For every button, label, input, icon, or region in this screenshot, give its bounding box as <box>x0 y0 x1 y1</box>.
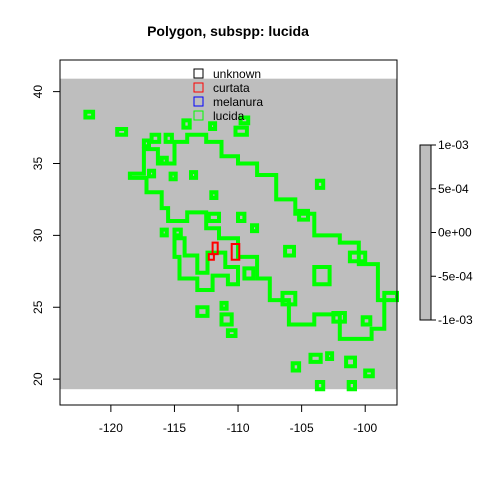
polygon-lucida <box>195 305 210 318</box>
polygon-lucida <box>314 380 326 392</box>
colorbar-tick-label: 0e+00 <box>438 226 472 240</box>
polygon-lucida <box>250 223 260 234</box>
polygon-lucida <box>225 328 238 338</box>
polygon-lucida <box>83 109 96 120</box>
polygon-lucida <box>115 127 129 137</box>
y-tick-label: 30 <box>31 228 45 242</box>
x-axis: -120 -115 -110 -105 -100 <box>99 404 378 435</box>
polygon-lucida <box>238 115 251 126</box>
polygon-lucida <box>233 125 249 137</box>
polygon-lucida <box>189 170 199 180</box>
legend-swatch <box>193 96 204 107</box>
polygon-lucida <box>283 244 296 258</box>
polygon-lucida <box>206 211 221 223</box>
legend-swatch <box>193 110 204 121</box>
polygon-lucida <box>360 315 373 327</box>
colorbar-bar <box>419 144 432 321</box>
colorbar-tick-label: 1e-03 <box>438 138 469 152</box>
polygon-lucida <box>159 227 169 238</box>
colorbar-tick-label: -5e-04 <box>438 269 473 283</box>
polygon-lucida <box>290 361 302 373</box>
y-tick-label: 20 <box>31 372 45 386</box>
y-tick-label: 25 <box>31 300 45 314</box>
polygon-lucida <box>363 368 375 379</box>
legend-label: curtata <box>213 81 250 95</box>
polygon-lucida <box>219 300 229 311</box>
polygon-lucida <box>297 208 310 222</box>
legend-swatch <box>193 82 204 93</box>
polygon-lucida <box>219 312 234 327</box>
polygon-lucida <box>172 236 240 292</box>
series-curtata <box>207 241 241 261</box>
raster-background <box>60 78 397 390</box>
colorbar-tick-label: -1e-03 <box>438 313 473 327</box>
polygon-lucida <box>325 351 335 361</box>
polygon-lucida <box>209 190 219 200</box>
polygon-lucida <box>163 132 174 144</box>
chart-title: Polygon, subspp: lucida <box>147 23 309 39</box>
polygon-lucida <box>308 352 323 364</box>
x-tick-label: -115 <box>163 421 186 435</box>
colorbar: 1e-03 5e-04 0e+00 -5e-04 -1e-03 <box>419 138 473 327</box>
polygon-curtata <box>207 253 215 261</box>
x-tick-label: -120 <box>99 421 123 435</box>
polygon-lucida <box>172 227 183 238</box>
y-axis: 20 25 30 35 40 <box>31 85 61 386</box>
polygon-lucida <box>181 118 192 130</box>
x-tick-label: -100 <box>353 421 377 435</box>
legend-label: melanura <box>213 95 263 109</box>
polygon-lucida <box>208 121 218 131</box>
polygon-lucida <box>149 132 162 144</box>
polygon-curtata <box>230 243 241 261</box>
y-tick-label: 35 <box>31 157 45 171</box>
legend-label: unknown <box>213 67 261 81</box>
polygon-lucida <box>147 168 157 179</box>
polygon-lucida <box>280 290 298 307</box>
legend-swatch <box>193 68 204 79</box>
legend-label: lucida <box>213 109 245 123</box>
y-tick-label: 40 <box>31 85 45 99</box>
polygon-lucida <box>312 265 332 287</box>
polygon-lucida <box>347 250 368 264</box>
plot-area <box>60 78 399 392</box>
polygon-lucida <box>331 311 347 324</box>
polygon-lucida <box>141 138 151 149</box>
x-tick-label: -110 <box>226 421 249 435</box>
polygon-lucida <box>236 211 247 223</box>
polygon-lucida <box>314 178 326 190</box>
x-tick-label: -105 <box>290 421 314 435</box>
series-lucida <box>83 109 399 392</box>
colorbar-tick-label: 5e-04 <box>438 182 469 196</box>
polygon-lucida <box>344 355 357 369</box>
polygon-lucida <box>242 266 256 281</box>
polygon-lucida <box>168 171 178 182</box>
polygon-lucida <box>346 380 357 392</box>
polygon-curtata <box>211 241 219 256</box>
